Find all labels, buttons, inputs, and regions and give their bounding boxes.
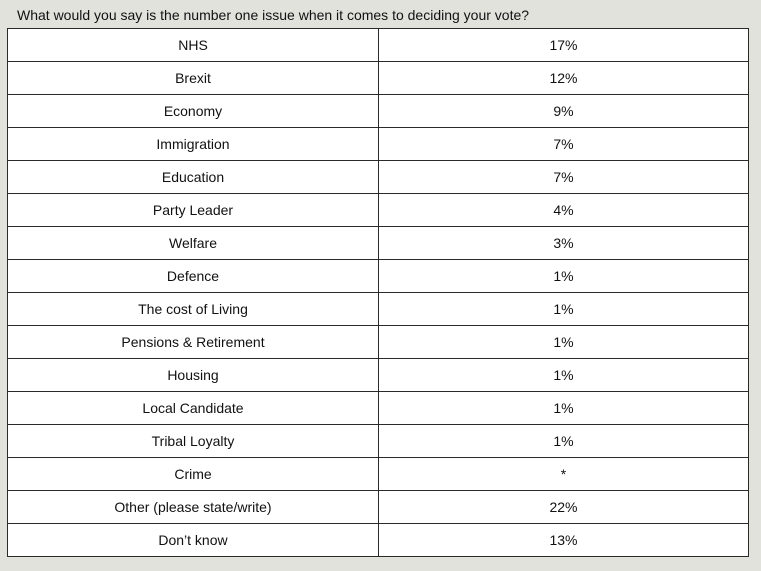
issue-cell: The cost of Living	[7, 292, 379, 326]
issue-cell: Local Candidate	[7, 391, 379, 425]
share-cell: 17%	[378, 28, 749, 62]
issue-cell: Brexit	[7, 61, 379, 95]
issue-cell: Other (please state/write)	[7, 490, 379, 524]
share-cell: 1%	[378, 358, 749, 392]
share-cell: *	[378, 457, 749, 491]
table-row: Other (please state/write) 22%	[7, 490, 749, 524]
table-row: Tribal Loyalty 1%	[7, 424, 749, 458]
issue-cell: Tribal Loyalty	[7, 424, 379, 458]
issue-cell: Party Leader	[7, 193, 379, 227]
issue-cell: Economy	[7, 94, 379, 128]
table-row: Education 7%	[7, 160, 749, 194]
share-cell: 3%	[378, 226, 749, 260]
table-row: The cost of Living 1%	[7, 292, 749, 326]
issue-cell: Immigration	[7, 127, 379, 161]
issue-cell: NHS	[7, 28, 379, 62]
issue-cell: Welfare	[7, 226, 379, 260]
table-row: Party Leader 4%	[7, 193, 749, 227]
share-cell: 1%	[378, 325, 749, 359]
share-cell: 7%	[378, 160, 749, 194]
share-cell: 12%	[378, 61, 749, 95]
share-cell: 13%	[378, 523, 749, 557]
table-row: Brexit 12%	[7, 61, 749, 95]
results-table: NHS 17% Brexit 12% Economy 9% Immigration 7%…	[7, 28, 749, 557]
share-cell: 1%	[378, 424, 749, 458]
share-cell: 4%	[378, 193, 749, 227]
share-cell: 7%	[378, 127, 749, 161]
table-row: Crime *	[7, 457, 749, 491]
table-row: NHS 17%	[7, 28, 749, 62]
share-cell: 9%	[378, 94, 749, 128]
issue-cell: Pensions & Retirement	[7, 325, 379, 359]
share-cell: 22%	[378, 490, 749, 524]
table-row: Welfare 3%	[7, 226, 749, 260]
table-title: What would you say is the number one iss…	[17, 7, 530, 23]
share-cell: 1%	[378, 259, 749, 293]
issue-cell: Housing	[7, 358, 379, 392]
table-row: Housing 1%	[7, 358, 749, 392]
issue-cell: Don’t know	[7, 523, 379, 557]
share-cell: 1%	[378, 292, 749, 326]
issue-cell: Education	[7, 160, 379, 194]
table-row: Local Candidate 1%	[7, 391, 749, 425]
issue-cell: Defence	[7, 259, 379, 293]
table-row: Pensions & Retirement 1%	[7, 325, 749, 359]
table-row: Immigration 7%	[7, 127, 749, 161]
share-cell: 1%	[378, 391, 749, 425]
table-row: Don’t know 13%	[7, 523, 749, 557]
issue-cell: Crime	[7, 457, 379, 491]
table-row: Economy 9%	[7, 94, 749, 128]
table-row: Defence 1%	[7, 259, 749, 293]
